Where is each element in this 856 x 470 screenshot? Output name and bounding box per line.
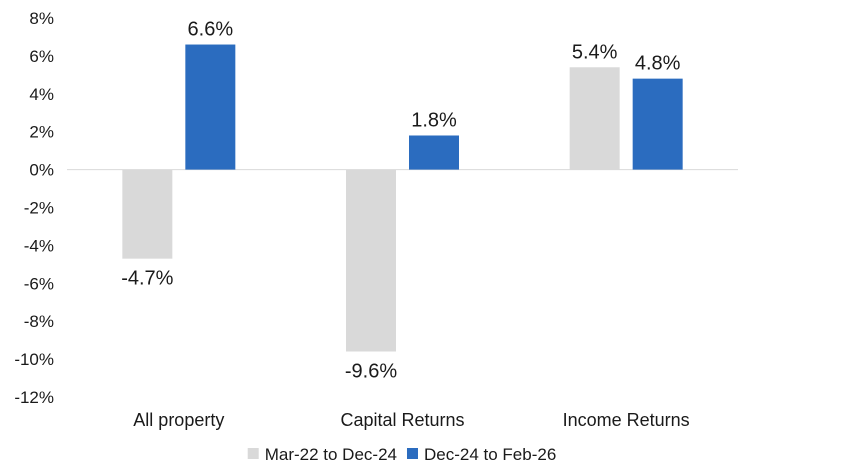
legend-swatch-1 [247,448,259,459]
data-label: -9.6% [345,361,397,383]
y-tick-label: 2% [29,123,54,142]
x-category-label: All property [133,410,224,430]
bars [122,44,683,352]
y-tick-label: -2% [24,199,54,218]
y-tick-label: 6% [29,47,54,66]
x-axis: All property Capital Returns Income Return… [133,410,689,430]
y-tick-label: -8% [24,312,54,331]
y-tick-label: -4% [24,236,54,255]
y-tick-label: -10% [14,350,54,369]
y-tick-label: 0% [29,161,54,180]
bar-series-1-1 [346,169,396,352]
bar-series-2-1 [409,135,459,170]
data-label: 5.4% [572,41,618,63]
bar-series-1-2 [569,67,620,170]
y-axis: 8% 6% 4% 2% 0% -2% -4% -6% -8% -10% -12% [14,9,54,407]
x-category-label: Capital Returns [340,410,464,430]
data-labels: -4.7% 6.6% -9.6% 1.8% 5.4% 4.8% [121,19,680,383]
legend-label: Dec-24 to Feb-26 [424,445,556,464]
y-tick-label: -6% [24,274,54,293]
y-tick-label: 8% [29,9,54,28]
data-label: -4.7% [121,268,173,290]
data-label: 4.8% [635,53,681,75]
data-label: 6.6% [188,19,234,41]
bar-series-2-0 [185,44,236,170]
legend-swatch-2 [406,448,418,459]
bar-series-1-0 [122,169,173,259]
x-category-label: Income Returns [563,410,690,430]
bar-series-2-2 [632,78,683,170]
legend: Mar-22 to Dec-24 Dec-24 to Feb-26 [247,445,556,464]
legend-label: Mar-22 to Dec-24 [265,445,397,464]
data-label: 1.8% [411,109,457,131]
y-tick-label: 4% [29,85,54,104]
y-tick-label: -12% [14,388,54,407]
